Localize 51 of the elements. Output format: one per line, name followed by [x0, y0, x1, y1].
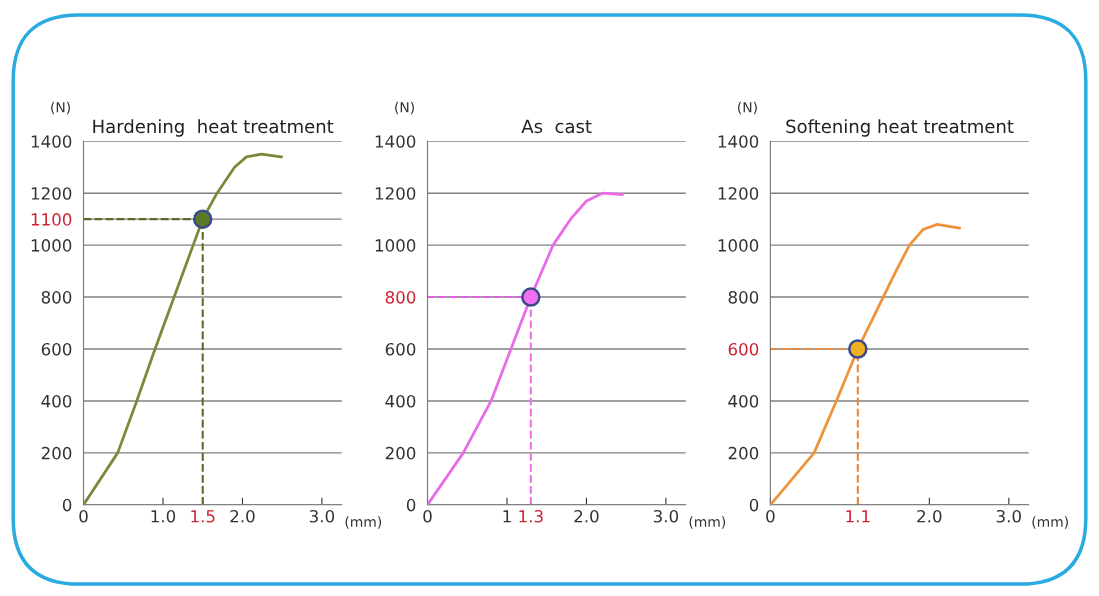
- y-tick-label: 0: [406, 498, 416, 512]
- y-tick-label: 200: [728, 446, 759, 460]
- x-tick-label: 2.0: [574, 509, 599, 523]
- x-axis-title: (mm): [689, 516, 726, 529]
- y-tick-label: 600: [41, 342, 72, 356]
- y-tick-label: 800: [728, 291, 759, 304]
- y-tick-label: 1200: [31, 187, 72, 200]
- y-tick-label: 1400: [718, 135, 759, 148]
- x-tick-label: 1.3: [519, 509, 543, 523]
- y-tick-label: 800: [385, 291, 416, 304]
- y-tick-label: 1200: [718, 187, 759, 200]
- line-series: [427, 191, 624, 505]
- y-tick-label: 0: [749, 498, 759, 512]
- x-tick-label: 1.0: [151, 509, 176, 523]
- y-tick-label: 1100: [31, 213, 72, 226]
- x-tick-label: 0: [766, 509, 775, 523]
- y-tick-label: 1400: [31, 135, 72, 148]
- y-tick-label: 1200: [375, 187, 416, 200]
- y-axis-title: (N): [51, 101, 70, 115]
- x-axis-title: (mm): [345, 516, 382, 529]
- y-tick-label: 800: [41, 291, 72, 304]
- line-series: [83, 152, 283, 505]
- y-axis-title: (N): [738, 101, 757, 115]
- x-tick-label: 1.5: [191, 510, 215, 523]
- y-tick-label: 600: [728, 342, 759, 356]
- chart-title: Hardening heat treatment: [93, 119, 334, 137]
- y-tick-label: 1000: [718, 239, 759, 252]
- x-tick-label: 0: [423, 509, 432, 523]
- x-tick-label: 2.0: [230, 509, 255, 523]
- y-tick-label: 600: [385, 342, 416, 356]
- y-tick-label: 200: [385, 446, 416, 460]
- y-tick-label: 400: [41, 394, 72, 408]
- x-tick-label: 1: [503, 510, 511, 523]
- x-tick-label: 2.0: [917, 509, 942, 523]
- y-tick-label: 1000: [375, 239, 416, 252]
- y-tick-label: 1000: [31, 239, 72, 252]
- x-axis-title: (mm): [1032, 516, 1068, 529]
- x-tick-label: 1.1: [846, 510, 870, 523]
- y-tick-label: 200: [41, 446, 72, 460]
- y-axis-title: (N): [395, 101, 414, 115]
- y-tick-label: 1400: [375, 135, 416, 148]
- x-tick-label: 3.0: [996, 509, 1021, 523]
- x-tick-label: 3.0: [653, 509, 679, 523]
- x-tick-label: 3.0: [309, 509, 335, 523]
- chart-title: As cast: [521, 119, 592, 134]
- chart-title: Softening heat treatment: [786, 119, 1014, 137]
- x-tick-label: 0: [79, 509, 88, 523]
- y-tick-label: 400: [728, 394, 759, 408]
- y-tick-label: 400: [385, 394, 416, 408]
- y-tick-label: 0: [62, 498, 72, 512]
- line-series: [770, 222, 961, 505]
